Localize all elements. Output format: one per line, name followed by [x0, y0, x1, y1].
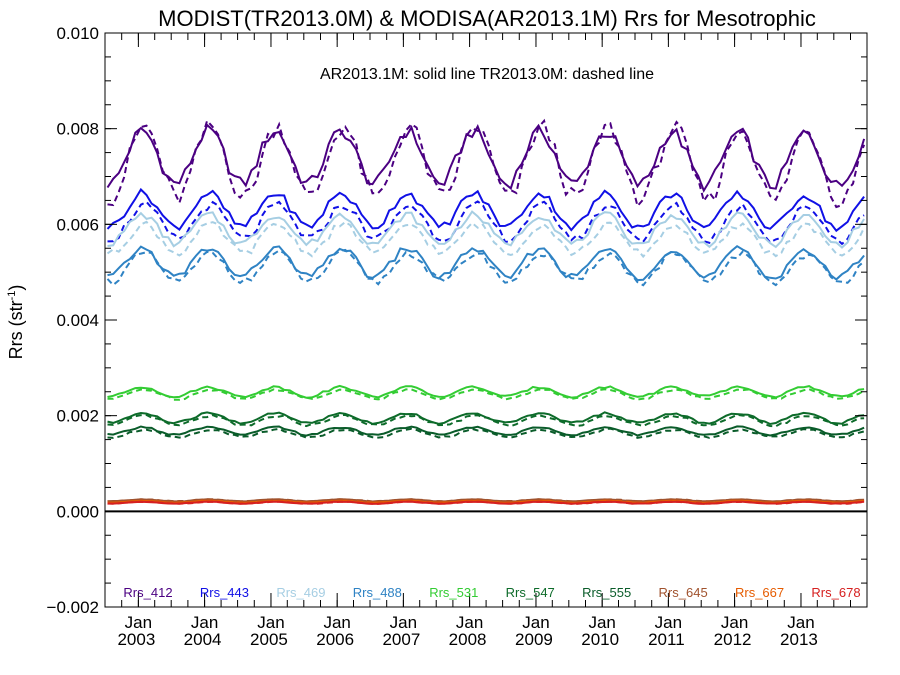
series-line-rrs-645-dashed	[107, 498, 865, 503]
x-tick-label-month: Jan	[456, 613, 483, 632]
series-line-rrs-555-solid	[107, 425, 865, 437]
legend-entry-rrs-547: Rrs_547	[506, 585, 555, 600]
y-tick-label: −0.002	[47, 598, 99, 617]
series-line-rrs-531-dashed	[107, 388, 865, 401]
x-tick-label-year: 2005	[250, 630, 288, 649]
x-tick-label-month: Jan	[721, 613, 748, 632]
x-tick-label-year: 2006	[316, 630, 354, 649]
legend-entry-rrs-412: Rrs_412	[123, 585, 172, 600]
x-tick-label-month: Jan	[787, 613, 814, 632]
x-tick-label-month: Jan	[191, 613, 218, 632]
legend-entry-rrs-531: Rrs_531	[429, 585, 478, 600]
x-tick-label-year: 2007	[382, 630, 420, 649]
series-line-rrs-547-dashed	[107, 413, 865, 428]
series-line-rrs-488-dashed	[106, 248, 865, 287]
series-line-rrs-469-dashed	[106, 220, 866, 259]
y-tick-label: 0.006	[56, 215, 99, 234]
legend-entry-rrs-667: Rrs_667	[735, 585, 784, 600]
series-line-rrs-412-solid	[106, 123, 866, 193]
y-axis-label-sup: -1	[6, 291, 18, 301]
legend-entry-rrs-443: Rrs_443	[200, 585, 249, 600]
series-line-rrs-488-solid	[107, 244, 865, 282]
x-tick-label-month: Jan	[655, 613, 682, 632]
y-tick-label: 0.008	[56, 120, 99, 139]
y-axis-label-close: )	[6, 285, 26, 291]
plot-area	[105, 118, 867, 513]
x-tick-label-year: 2010	[581, 630, 619, 649]
legend-entry-rrs-645: Rrs_645	[659, 585, 708, 600]
series-line-rrs-678-dashed	[107, 500, 865, 505]
legend-entry-rrs-555: Rrs_555	[582, 585, 631, 600]
x-tick-label-year: 2003	[117, 630, 155, 649]
chart-title: MODIST(TR2013.0M) & MODISA(AR2013.1M) Rr…	[158, 6, 816, 31]
series-line-rrs-531-solid	[107, 384, 865, 399]
series-line-rrs-443-dashed	[107, 200, 865, 246]
x-tick-label-year: 2011	[648, 630, 685, 649]
x-tick-label-year: 2013	[780, 630, 818, 649]
x-tick-label-year: 2009	[515, 630, 553, 649]
series-line-rrs-555-dashed	[107, 427, 865, 439]
x-tick-label-month: Jan	[522, 613, 549, 632]
y-axis-label-main: Rrs (str	[6, 300, 26, 359]
legend-entry-rrs-469: Rrs_469	[276, 585, 325, 600]
x-tick-label-month: Jan	[257, 613, 284, 632]
x-tick-label-year: 2004	[184, 630, 222, 649]
series-line-rrs-412-dashed	[107, 118, 866, 209]
x-tick-label-month: Jan	[390, 613, 417, 632]
line-style-annotation: AR2013.1M: solid line TR2013.0M: dashed …	[320, 66, 654, 83]
x-tick-label-year: 2012	[714, 630, 752, 649]
x-tick-label-year: 2008	[449, 630, 487, 649]
series-line-rrs-443-solid	[106, 187, 865, 233]
axes: 0.0100.0080.0060.0040.0020.000−0.002Jan2…	[47, 24, 868, 649]
legend-entry-rrs-488: Rrs_488	[353, 585, 402, 600]
y-axis-label: Rrs (str-1)	[6, 285, 26, 360]
plot-frame	[104, 32, 868, 608]
legend: Rrs_412 Rrs_443 Rrs_469 Rrs_488 Rrs_531 Rrs_5…	[123, 585, 860, 600]
x-tick-label-month: Jan	[588, 613, 615, 632]
y-tick-label: 0.000	[56, 502, 99, 521]
y-tick-label: 0.004	[56, 311, 99, 330]
series-line-rrs-469-solid	[107, 210, 865, 249]
legend-entry-rrs-678: Rrs_678	[811, 585, 860, 600]
x-tick-label-month: Jan	[323, 613, 350, 632]
y-tick-label: 0.010	[56, 24, 99, 43]
y-tick-label: 0.002	[56, 407, 99, 426]
x-tick-label-month: Jan	[125, 613, 152, 632]
